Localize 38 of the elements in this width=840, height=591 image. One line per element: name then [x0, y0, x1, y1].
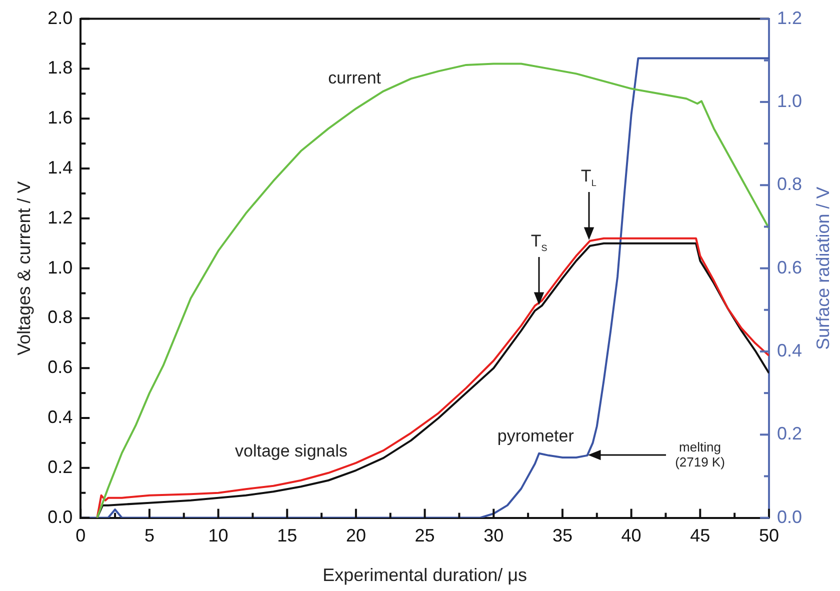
y-tick-label: 1.8: [48, 58, 73, 78]
annotation: pyrometer: [497, 427, 574, 447]
y-tick-label: 1.2: [48, 207, 73, 228]
x-tick-label: 5: [144, 526, 154, 546]
y-tick-label: 0.0: [48, 506, 73, 527]
y2-tick-label: 0.8: [776, 174, 802, 194]
annotation: melting (2719 K): [675, 440, 725, 470]
y-tick-label: 0.4: [48, 406, 73, 427]
x-tick-label: 40: [621, 526, 642, 546]
y-tick-label: 1.0: [48, 257, 73, 278]
x-tick-label: 10: [208, 526, 228, 546]
x-tick-label: 15: [277, 526, 298, 546]
y2-tick-label: 1.0: [776, 90, 802, 111]
annotation: voltage signals: [235, 442, 348, 462]
annotation: current: [328, 68, 382, 89]
y2-axis-title: Surface radiation / V: [812, 186, 833, 350]
y-tick-label: 2.0: [48, 8, 73, 28]
y2-tick-label: 1.2: [776, 8, 802, 28]
y2-tick-label: 0.6: [776, 257, 802, 278]
y2-tick-label: 0.4: [776, 340, 802, 360]
x-tick-label: 50: [758, 526, 779, 546]
annotation: T$_{L}$: [580, 166, 596, 189]
x-tick-label: 45: [690, 526, 710, 546]
x-tick-label: 0: [76, 526, 86, 546]
y-tick-label: 1.6: [48, 108, 73, 128]
y2-tick-label: 0.0: [776, 506, 802, 527]
x-tick-label: 25: [414, 526, 435, 546]
y-axis-title: Voltages & current / V: [14, 181, 34, 356]
annotation: T$_{S}$: [530, 232, 548, 254]
y2-tick-label: 0.2: [776, 424, 802, 444]
x-axis-title: Experimental duration/ μs: [322, 565, 528, 586]
x-tick-label: 30: [484, 526, 504, 546]
y-tick-label: 1.4: [48, 157, 73, 178]
x-tick-label: 20: [346, 526, 366, 546]
y-tick-label: 0.2: [48, 456, 73, 477]
y-tick-label: 0.6: [48, 357, 73, 378]
x-tick-label: 35: [552, 526, 572, 546]
y-tick-label: 0.8: [48, 307, 73, 328]
